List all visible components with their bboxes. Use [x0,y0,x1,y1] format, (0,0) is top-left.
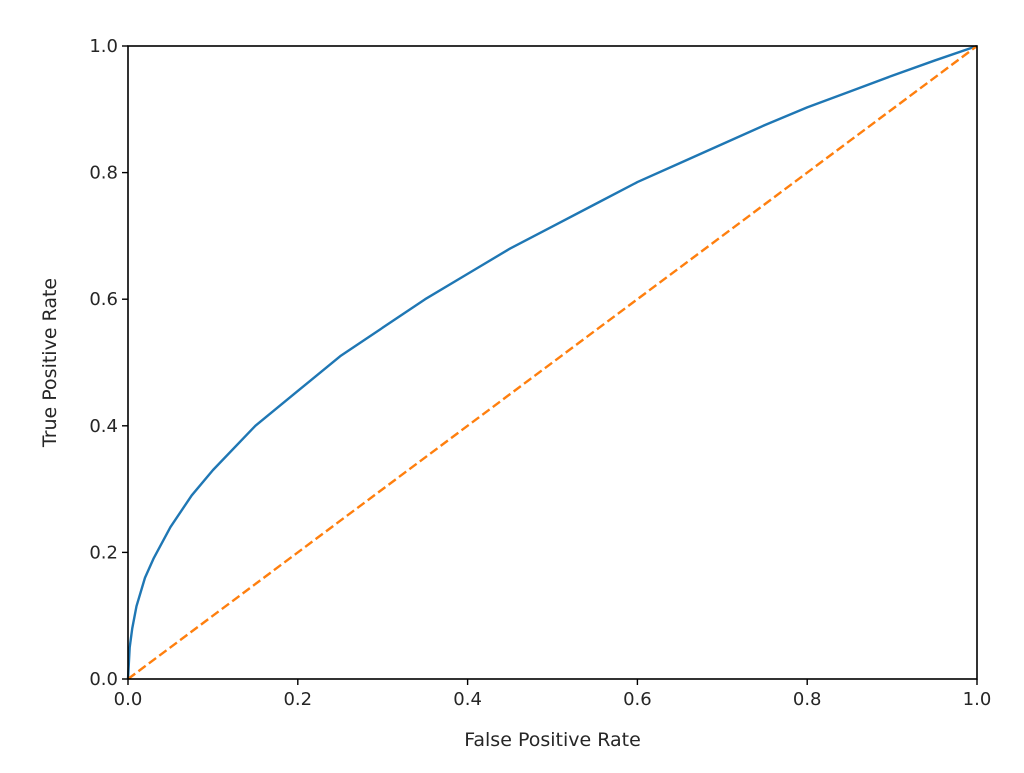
x-tick-label: 1.0 [963,689,992,710]
x-tick-label: 0.0 [114,689,143,710]
y-axis-label: True Positive Rate [39,278,61,448]
x-tick-label: 0.2 [283,689,312,710]
y-tick-label: 0.2 [89,542,118,563]
series-layer [126,44,978,680]
y-tick-label: 0.8 [89,163,118,184]
x-axis-label: False Positive Rate [464,729,641,751]
y-tick-label: 1.0 [89,36,118,57]
y-tick-label: 0.0 [89,669,118,690]
roc-curve-line [126,44,978,680]
x-tick-label: 0.6 [623,689,652,710]
diagonal-reference-line [127,45,978,680]
y-axis-ticks: 0.0 0.2 0.4 0.6 0.8 1.0 [89,36,128,690]
x-tick-label: 0.4 [453,689,482,710]
x-axis-ticks: 0.0 0.2 0.4 0.6 0.8 1.0 [114,679,992,710]
plot-frame [127,45,978,680]
y-tick-label: 0.4 [89,416,118,437]
x-tick-label: 0.8 [793,689,822,710]
y-tick-label: 0.6 [89,289,118,310]
